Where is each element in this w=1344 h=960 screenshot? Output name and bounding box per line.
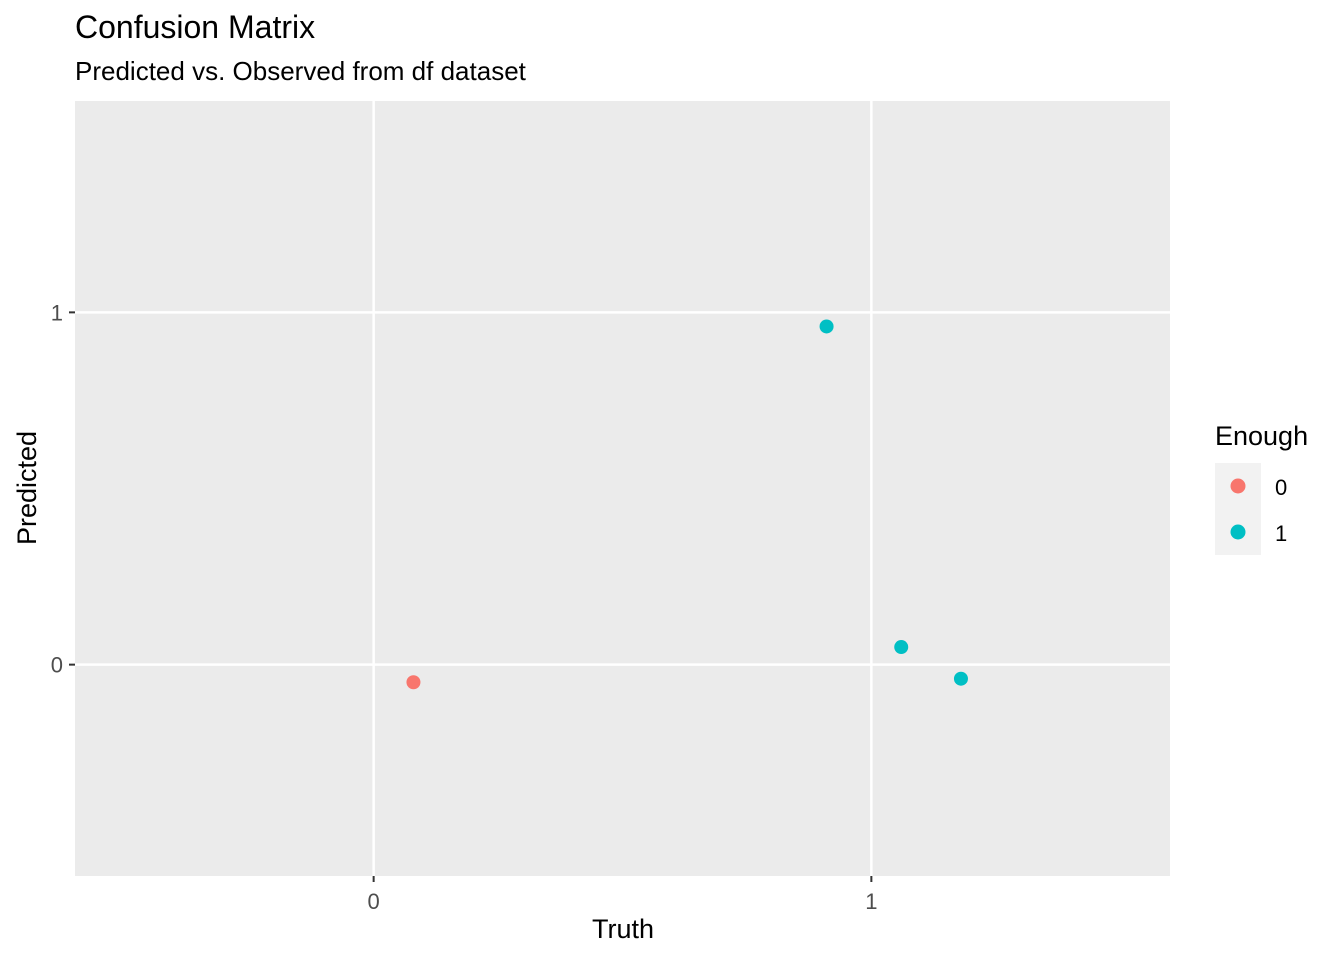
plot-panel bbox=[75, 101, 1170, 876]
data-points bbox=[406, 319, 968, 690]
chart-title: Confusion Matrix bbox=[75, 9, 315, 45]
data-point bbox=[894, 640, 909, 655]
y-tick-label: 1 bbox=[51, 300, 63, 325]
legend-items: 01 bbox=[1230, 475, 1287, 546]
data-point bbox=[406, 675, 421, 690]
grid-lines bbox=[75, 101, 1170, 876]
y-tick-label: 0 bbox=[51, 653, 63, 678]
legend-key-background bbox=[1215, 463, 1261, 555]
y-axis: 01 bbox=[51, 300, 75, 678]
chart-subtitle: Predicted vs. Observed from df dataset bbox=[75, 56, 527, 86]
legend: Enough 01 bbox=[1215, 421, 1308, 555]
legend-label: 1 bbox=[1275, 521, 1287, 546]
x-axis-title: Truth bbox=[592, 914, 654, 944]
y-axis-title: Predicted bbox=[12, 431, 42, 545]
legend-key-0 bbox=[1230, 478, 1246, 494]
x-tick-label: 0 bbox=[368, 889, 380, 914]
data-point bbox=[819, 319, 834, 334]
legend-label: 0 bbox=[1275, 475, 1287, 500]
x-tick-label: 1 bbox=[865, 889, 877, 914]
data-point bbox=[953, 671, 968, 686]
legend-key-1 bbox=[1230, 524, 1246, 540]
legend-title: Enough bbox=[1215, 421, 1308, 451]
